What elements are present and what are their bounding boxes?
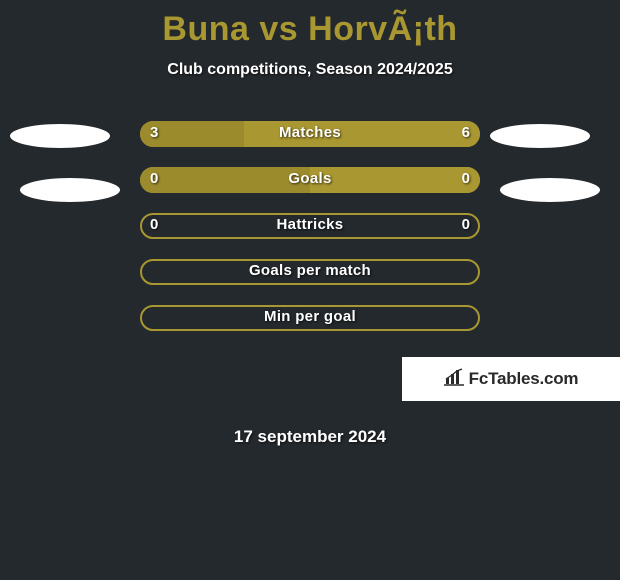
- avatar-ellipse-right1: [490, 124, 590, 148]
- stat-row-hattricks: Hattricks0 0: [0, 213, 620, 259]
- avatar-ellipse-left1: [10, 124, 110, 148]
- logo-text: FcTables.com: [469, 369, 579, 389]
- subtitle: Club competitions, Season 2024/2025: [0, 61, 620, 79]
- avatar-ellipse-left2: [20, 178, 120, 202]
- fctables-logo[interactable]: FcTables.com: [402, 357, 620, 401]
- stat-value-left: 3: [150, 124, 158, 141]
- stat-label: Hattricks: [0, 216, 620, 233]
- stats-content: Matches36Goals00Hattricks00Goals per mat…: [0, 121, 620, 409]
- stat-label: Goals per match: [0, 262, 620, 279]
- logo-row: FcTables.com: [0, 357, 620, 409]
- title-vs: vs: [259, 10, 298, 48]
- stat-value-right: 0: [462, 216, 470, 233]
- stat-value-right: 0: [462, 170, 470, 187]
- title-player1: Buna: [162, 10, 249, 48]
- stat-value-left: 0: [150, 170, 158, 187]
- stat-row-goals-per-match: Goals per match: [0, 259, 620, 305]
- stat-value-right: 6: [462, 124, 470, 141]
- comparison-title: Buna vs HorvÃ¡th: [0, 0, 620, 49]
- avatar-ellipse-right2: [500, 178, 600, 202]
- title-player2: HorvÃ¡th: [308, 10, 457, 48]
- date: 17 september 2024: [0, 427, 620, 447]
- stat-label: Min per goal: [0, 308, 620, 325]
- stat-row-min-per-goal: Min per goal: [0, 305, 620, 351]
- bar-chart-icon: [444, 368, 466, 391]
- stat-value-left: 0: [150, 216, 158, 233]
